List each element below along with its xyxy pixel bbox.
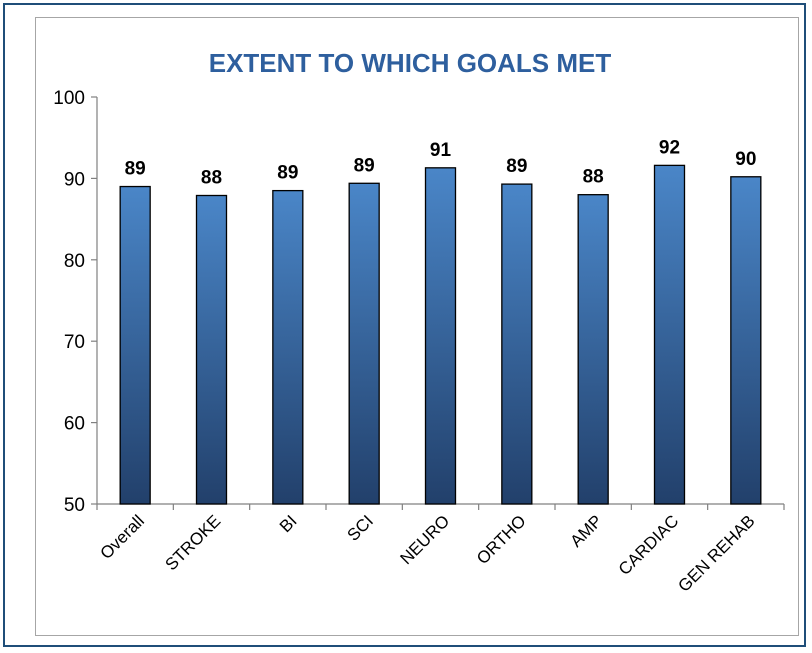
chart-title: EXTENT TO WHICH GOALS MET bbox=[209, 48, 612, 78]
bar-ortho bbox=[501, 183, 533, 505]
bar-amp bbox=[577, 194, 609, 505]
x-category-label: ORTHO bbox=[473, 511, 530, 568]
y-tick-label: 90 bbox=[64, 169, 85, 190]
data-label: 89 bbox=[125, 159, 146, 180]
y-tick-label: 80 bbox=[64, 251, 85, 272]
y-tick-label: 70 bbox=[64, 332, 85, 353]
data-label: 92 bbox=[659, 137, 680, 158]
y-tick-label: 60 bbox=[64, 414, 85, 435]
bar-neuro bbox=[424, 167, 457, 505]
bars bbox=[119, 164, 762, 505]
data-label: 88 bbox=[583, 167, 604, 188]
x-category-label: NEURO bbox=[396, 511, 453, 568]
data-label: 91 bbox=[430, 140, 452, 161]
bar-gen-rehab bbox=[730, 176, 762, 505]
x-category-label: Overall bbox=[96, 511, 148, 563]
data-label: 89 bbox=[277, 163, 298, 184]
x-category-label: GEN REHAB bbox=[674, 511, 758, 595]
x-category-label: CARDIAC bbox=[615, 511, 683, 579]
y-tick-label: 100 bbox=[53, 88, 85, 109]
y-tick-label: 50 bbox=[64, 495, 85, 516]
bar-cardiac bbox=[653, 164, 686, 505]
data-label: 88 bbox=[201, 167, 222, 188]
x-category-label: AMP bbox=[567, 511, 606, 550]
data-label: 90 bbox=[735, 149, 756, 170]
x-category-label: BI bbox=[276, 511, 301, 536]
bar-overall bbox=[119, 185, 151, 505]
x-category-label: STROKE bbox=[161, 511, 224, 574]
data-label: 89 bbox=[354, 155, 375, 176]
bar-sci bbox=[348, 182, 380, 505]
x-category-label: SCI bbox=[344, 511, 377, 544]
bar-stroke bbox=[195, 194, 228, 505]
bar-bi bbox=[272, 189, 304, 505]
data-label: 89 bbox=[506, 156, 527, 177]
